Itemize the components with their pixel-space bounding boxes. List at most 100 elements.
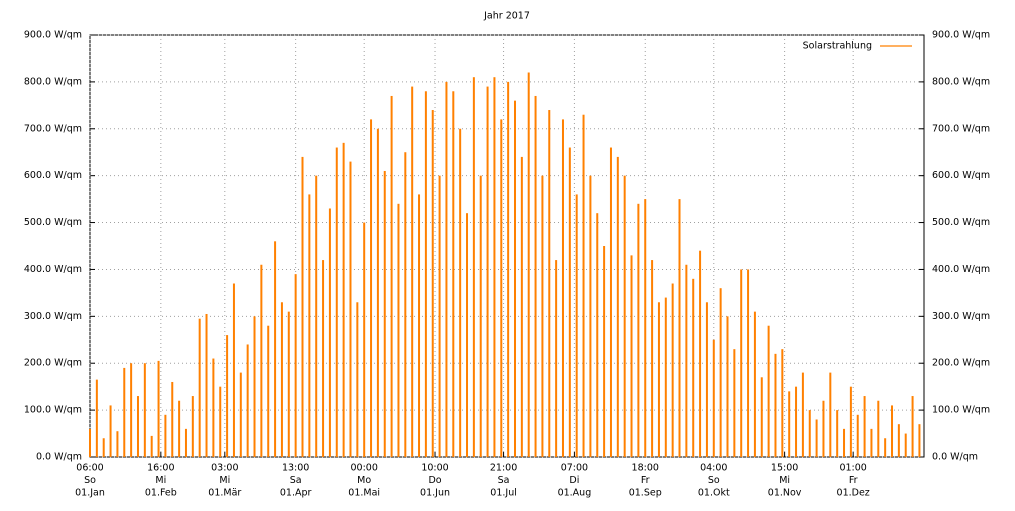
bar	[178, 400, 181, 457]
x-tick-label: 21:00	[490, 463, 517, 474]
bar	[856, 414, 859, 457]
bar	[411, 86, 414, 458]
x-tick-label: 00:00	[350, 463, 377, 474]
bar	[747, 269, 750, 457]
y-tick-label: 700.0 W/qm	[24, 123, 82, 134]
bar	[308, 194, 311, 457]
bar	[657, 302, 660, 457]
bar	[582, 114, 585, 457]
bar	[102, 438, 105, 457]
x-tick-label: 10:00	[421, 463, 448, 474]
bar	[342, 142, 345, 457]
x-tick-label: Sa	[498, 475, 510, 486]
x-tick-label: 01.Aug	[558, 488, 592, 499]
x-tick-label: 01.Dez	[837, 488, 870, 499]
bar	[335, 147, 338, 458]
bar	[897, 424, 900, 457]
bar	[911, 396, 914, 457]
y-tick-label: 600.0 W/qm	[24, 170, 82, 181]
y-tick-label: 500.0 W/qm	[24, 217, 82, 228]
y2-tick-label: 100.0 W/qm	[932, 405, 990, 416]
bar	[637, 203, 640, 457]
bar	[863, 396, 866, 457]
y2-tick-label: 700.0 W/qm	[932, 123, 990, 134]
x-tick-label: 16:00	[147, 463, 174, 474]
x-tick-label: Fr	[849, 475, 858, 486]
x-tick-label: 03:00	[211, 463, 238, 474]
bar	[795, 386, 798, 457]
bar	[95, 379, 98, 457]
x-tick-label: Sa	[290, 475, 302, 486]
bar	[561, 119, 564, 458]
bar	[685, 264, 688, 457]
bar	[150, 435, 153, 457]
x-tick-label: 01.Jul	[490, 488, 517, 499]
y-tick-label: 200.0 W/qm	[24, 358, 82, 369]
x-tick-label: 13:00	[282, 463, 309, 474]
y-tick-label: 400.0 W/qm	[24, 264, 82, 275]
x-tick-label: 01:00	[839, 463, 866, 474]
bar	[274, 241, 277, 457]
bar	[568, 147, 571, 458]
bar	[459, 128, 462, 457]
bar	[376, 128, 379, 457]
bar	[226, 335, 229, 457]
bar	[575, 194, 578, 457]
y-tick-label: 0.0 W/qm	[36, 452, 82, 463]
bar	[507, 81, 510, 457]
bar	[774, 353, 777, 457]
x-tick-label: So	[84, 475, 96, 486]
bar	[246, 344, 249, 457]
y2-tick-label: 300.0 W/qm	[932, 311, 990, 322]
y-tick-label: 800.0 W/qm	[24, 76, 82, 87]
y-tick-label: 100.0 W/qm	[24, 405, 82, 416]
y2-tick-label: 400.0 W/qm	[932, 264, 990, 275]
bar	[520, 156, 523, 457]
bar	[726, 316, 729, 457]
bar	[836, 410, 839, 457]
bar	[767, 325, 770, 457]
x-tick-label: Mi	[779, 475, 790, 486]
legend-label: Solarstrahlung	[803, 41, 872, 52]
bar	[301, 156, 304, 457]
bar	[555, 260, 558, 457]
bar	[609, 147, 612, 458]
bar	[712, 339, 715, 457]
bar	[349, 161, 352, 457]
bar	[541, 175, 544, 457]
bar	[171, 381, 174, 457]
x-tick-label: Mi	[219, 475, 230, 486]
bar	[527, 72, 530, 457]
x-tick-label: 01.Mär	[208, 488, 241, 499]
bar	[356, 302, 359, 457]
bar	[472, 77, 475, 457]
bar	[452, 91, 455, 458]
bar	[918, 424, 921, 457]
x-tick-label: Do	[428, 475, 441, 486]
bar	[616, 156, 619, 457]
bar	[808, 410, 811, 457]
bar	[212, 358, 215, 457]
x-tick-label: 04:00	[700, 463, 727, 474]
bar	[479, 175, 482, 457]
bar	[418, 194, 421, 457]
bar	[719, 288, 722, 457]
bar	[232, 283, 235, 457]
bar	[219, 386, 222, 457]
bar	[486, 86, 489, 458]
bar	[116, 431, 119, 457]
bar	[644, 199, 647, 457]
bar	[287, 311, 290, 457]
x-tick-label: Di	[569, 475, 579, 486]
y-tick-label: 300.0 W/qm	[24, 311, 82, 322]
x-tick-label: 01.Okt	[698, 488, 730, 499]
x-tick-label: 06:00	[76, 463, 103, 474]
bar	[705, 302, 708, 457]
bar	[109, 405, 112, 457]
bar	[294, 274, 297, 457]
bar	[260, 264, 263, 457]
bar	[877, 400, 880, 457]
bar	[164, 414, 167, 457]
bar	[904, 433, 907, 457]
y2-tick-label: 600.0 W/qm	[932, 170, 990, 181]
